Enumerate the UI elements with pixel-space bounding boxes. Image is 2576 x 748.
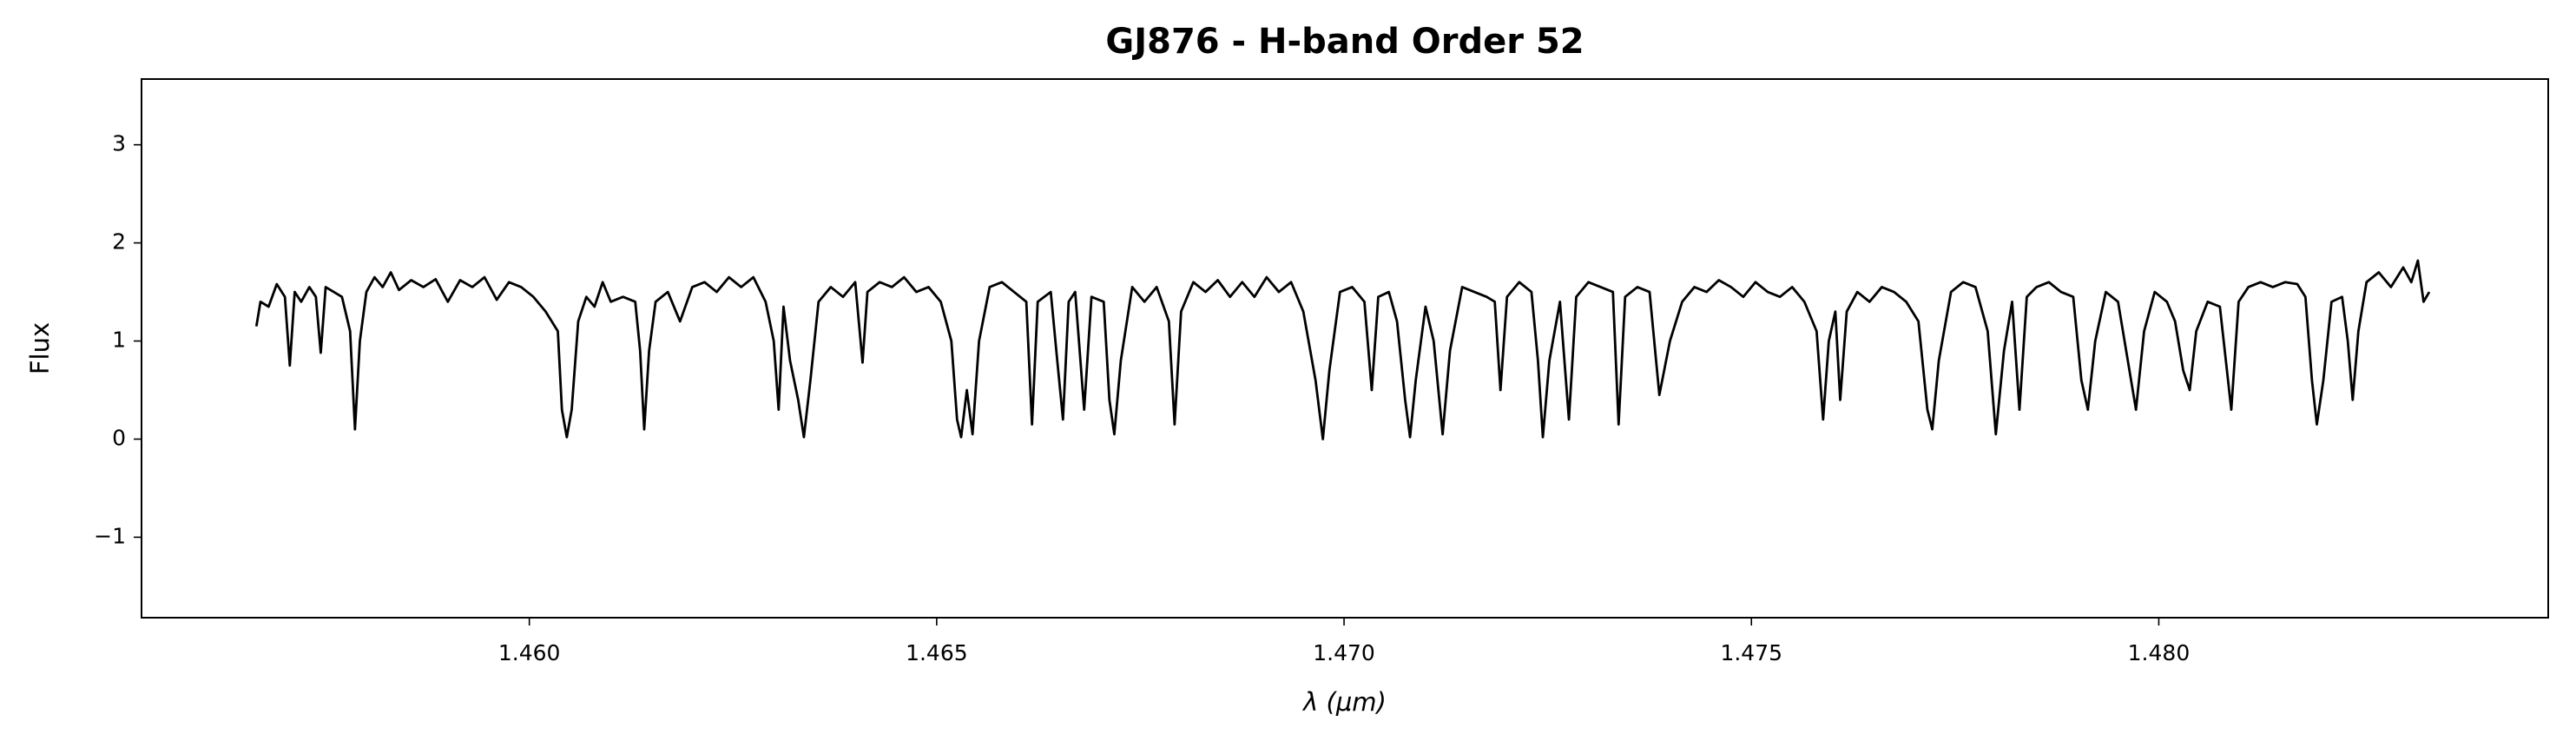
- y-tick-label: 3: [112, 131, 126, 156]
- y-tick-label: 0: [112, 425, 126, 450]
- y-axis-label: Flux: [25, 322, 55, 374]
- x-tick-label: 1.480: [2128, 640, 2191, 665]
- spectrum-line: [254, 259, 2431, 440]
- x-tick-label: 1.475: [1720, 640, 1782, 665]
- chart-title: GJ876 - H-band Order 52: [1105, 22, 1584, 62]
- x-tick-label: 1.470: [1313, 640, 1375, 665]
- y-tick-label: 1: [112, 328, 126, 353]
- x-tick-label: 1.460: [498, 640, 561, 665]
- plot-frame: [141, 78, 2549, 619]
- x-axis-label: λ (μm): [1301, 687, 1387, 717]
- y-tick-label: 2: [112, 229, 126, 255]
- y-tick-label: −1: [94, 523, 126, 548]
- x-tick-label: 1.465: [906, 640, 968, 665]
